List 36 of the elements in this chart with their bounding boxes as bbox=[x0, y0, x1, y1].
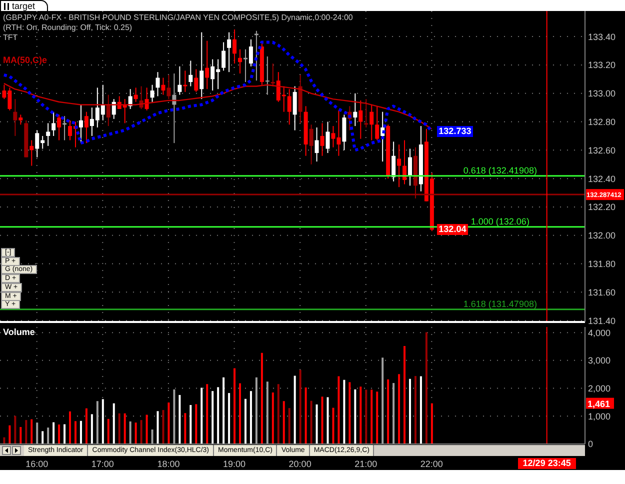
x-tick-label: 16:00 bbox=[26, 459, 48, 469]
chart-title: Volume bbox=[3, 327, 35, 337]
y-tick-label: 1,000 bbox=[588, 411, 611, 422]
y-tick-label: 131.40 bbox=[588, 316, 616, 326]
y-tick-label: 132.40 bbox=[588, 174, 616, 184]
text: 132.04 bbox=[438, 224, 466, 234]
x-tick-label: 19:00 bbox=[223, 459, 246, 469]
y-tick-label: 4,000 bbox=[588, 328, 611, 338]
y-tick-label: 132.20 bbox=[588, 202, 616, 212]
x-tick-label: 17:00 bbox=[91, 459, 114, 469]
y-tick-label: 133.00 bbox=[588, 88, 616, 99]
text: 12/29 23:45 bbox=[522, 458, 571, 468]
x-tick-label: 18:00 bbox=[157, 459, 180, 469]
data-label: 132.733 bbox=[438, 126, 472, 136]
chart-subtitle: (GBPJPY A0-FX - BRITISH POUND STERLING/JAPAN YEN COMPOSITE,5) Dynamic,0:00-24:00 bbox=[3, 13, 353, 22]
y-tick-label: 131.80 bbox=[588, 258, 616, 269]
x-tick-label: 22:00 bbox=[420, 459, 443, 469]
ref-line-label: 1.000 (132.06) bbox=[470, 216, 530, 226]
y-tick-label: 133.40 bbox=[588, 32, 616, 42]
ref-line-label: 1.618 (131.47908) bbox=[463, 298, 537, 309]
y-tick-label: 0 bbox=[588, 439, 594, 450]
ref-line-label: 0.618 (132.41908) bbox=[463, 165, 537, 176]
y-tick-label: 131.60 bbox=[588, 287, 616, 298]
y-tick-label: 132.00 bbox=[588, 230, 616, 241]
chart-title: target bbox=[12, 1, 36, 11]
x-tick-label: 21:00 bbox=[354, 459, 378, 469]
text: MA(50,C)e bbox=[3, 55, 48, 65]
x-tick-label: 20:00 bbox=[288, 459, 312, 469]
annotation: TFT bbox=[3, 33, 18, 42]
y-tick-label: 132.80 bbox=[588, 116, 616, 127]
y-tick-label: 1,461 bbox=[588, 398, 610, 409]
y-tick-label: 3,000 bbox=[588, 356, 611, 366]
y-tick-label: 133.20 bbox=[588, 60, 616, 70]
annotation: (RTH: On, Rounding: Off, Tick: 0.25) bbox=[3, 23, 132, 32]
y-tick-label: 2,000 bbox=[588, 383, 611, 394]
y-tick-label: 132.60 bbox=[588, 145, 616, 156]
